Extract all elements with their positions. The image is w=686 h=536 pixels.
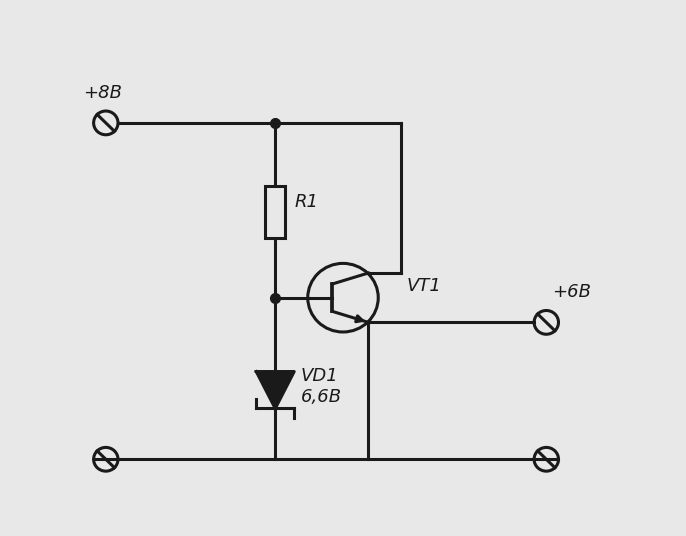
Text: 6,6B: 6,6B bbox=[301, 388, 342, 406]
Text: VT1: VT1 bbox=[407, 277, 442, 295]
Text: +6B: +6B bbox=[552, 283, 591, 301]
Text: +8B: +8B bbox=[83, 84, 122, 102]
Polygon shape bbox=[257, 371, 294, 408]
Bar bbox=[265, 185, 285, 239]
Text: VD1: VD1 bbox=[301, 367, 339, 384]
Text: R1: R1 bbox=[294, 193, 318, 211]
